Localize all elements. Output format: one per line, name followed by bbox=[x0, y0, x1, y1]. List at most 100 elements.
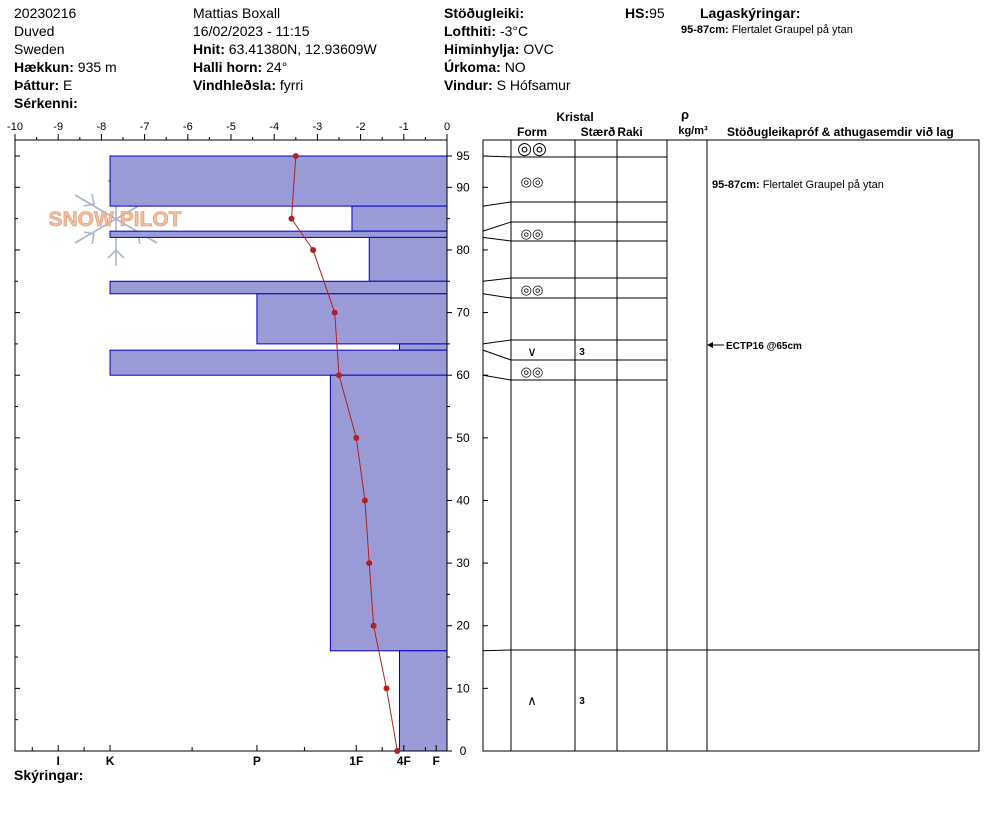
footer-notes: Skýringar: bbox=[14, 766, 83, 784]
temperature-point bbox=[310, 246, 317, 253]
air-temp-value: -3°C bbox=[499, 23, 529, 39]
rho-header: ρ bbox=[681, 107, 689, 122]
hardness-bar bbox=[398, 343, 448, 351]
layer-notes-title: Lagaskýringar: bbox=[700, 4, 800, 22]
grain-size-value: 3 bbox=[579, 696, 585, 707]
location: Duved bbox=[14, 23, 55, 39]
sky-value: OVC bbox=[523, 41, 554, 57]
temp-tick-label: -8 bbox=[97, 121, 107, 133]
observation-datetime: 16/02/2023 - 11:15 bbox=[193, 23, 310, 39]
grain-form-symbol: ∧ bbox=[527, 693, 537, 708]
elevation-value: 935 m bbox=[77, 59, 117, 75]
temperature-point bbox=[394, 748, 401, 754]
hardness-bar bbox=[109, 230, 448, 238]
features-label: Sérkenni: bbox=[14, 95, 78, 111]
temperature-point bbox=[370, 622, 377, 629]
height-tick-label: 30 bbox=[456, 556, 470, 570]
hardness-bar bbox=[398, 650, 448, 752]
layer-connector bbox=[482, 201, 512, 207]
grain-form-symbol: ◎◎ bbox=[517, 139, 547, 158]
height-tick-label: 95 bbox=[456, 149, 470, 163]
height-tick-label: 70 bbox=[456, 306, 470, 320]
elevation-label: Hækkun: bbox=[14, 59, 74, 75]
hs-block: HS:95 bbox=[625, 4, 665, 22]
hardness-bar bbox=[329, 374, 448, 652]
logo-text: SNOW PILOT bbox=[49, 208, 182, 231]
grain-size-value: 3 bbox=[579, 347, 585, 358]
precip-label: Úrkoma: bbox=[444, 59, 501, 75]
aspect-value: E bbox=[63, 77, 73, 93]
test-arrow-head bbox=[707, 342, 713, 348]
hardness-tick-label: 4F bbox=[397, 754, 411, 768]
hs-label: HS: bbox=[625, 5, 650, 21]
hardness-bar bbox=[109, 349, 448, 376]
header-col3: Stöðugleiki: Lofthiti: -3°C Himinhylja: … bbox=[444, 4, 571, 94]
temp-tick-label: -10 bbox=[7, 121, 23, 133]
hardness-bar bbox=[368, 236, 448, 282]
height-tick-label: 40 bbox=[456, 493, 470, 507]
layer-connector bbox=[482, 349, 512, 361]
density-unit-header: kg/m³ bbox=[678, 125, 708, 137]
table-frame bbox=[482, 139, 980, 752]
country: Sweden bbox=[14, 41, 65, 57]
layer-comment-range: 95-87cm: bbox=[712, 179, 763, 191]
grain-form-symbol: ◎◎ bbox=[521, 226, 544, 241]
layer-connector bbox=[482, 221, 512, 232]
height-tick-label: 60 bbox=[456, 368, 470, 382]
layer-connector bbox=[482, 339, 512, 345]
temperature-point bbox=[383, 685, 390, 692]
aspect-label: Þáttur: bbox=[14, 77, 60, 93]
hardness-bar bbox=[256, 293, 448, 345]
hardness-bar bbox=[351, 205, 448, 232]
moisture-header: Raki bbox=[617, 125, 642, 139]
coords-label: Hnit: bbox=[193, 41, 225, 57]
air-temp-label: Lofthiti: bbox=[444, 23, 497, 39]
temp-tick-label: 0 bbox=[444, 121, 450, 133]
coords-value: 63.41380N, 12.93609W bbox=[228, 41, 377, 57]
hardness-tick-label: I bbox=[57, 754, 60, 768]
hardness-bar bbox=[109, 155, 448, 207]
hardness-bar bbox=[109, 280, 448, 295]
temp-tick-label: -1 bbox=[399, 121, 409, 133]
profile-date: 20230216 bbox=[14, 5, 77, 21]
wind-label: Vindur: bbox=[444, 77, 493, 93]
temperature-point bbox=[336, 372, 342, 379]
layer-comment-text: Flertalet Graupel på ytan bbox=[763, 179, 884, 191]
temperature-point bbox=[361, 497, 368, 504]
height-tick-label: 20 bbox=[456, 619, 470, 633]
height-tick-label: 80 bbox=[456, 243, 470, 257]
temperature-point bbox=[288, 215, 295, 222]
temp-tick-label: -3 bbox=[313, 121, 323, 133]
sky-label: Himinhylja: bbox=[444, 41, 520, 57]
grain-form-symbol: ◎◎ bbox=[521, 174, 544, 189]
hardness-tick-label: F bbox=[433, 754, 440, 768]
grain-form-symbol: ∨ bbox=[527, 344, 537, 359]
slope-value: 24° bbox=[266, 59, 288, 75]
stability-label: Stöðugleiki: bbox=[444, 5, 525, 21]
hardness-tick-label: P bbox=[253, 754, 261, 768]
temperature-point bbox=[292, 153, 299, 159]
grain-form-symbol: ◎◎ bbox=[521, 282, 544, 297]
layer-note-range: 95-87cm: bbox=[681, 24, 729, 36]
layer-connector bbox=[482, 649, 512, 652]
temp-tick-label: -2 bbox=[356, 121, 366, 133]
observer-name: Mattias Boxall bbox=[193, 5, 281, 21]
layer-note-item: 95-87cm: Flertalet Graupel på ytan bbox=[681, 22, 853, 38]
height-tick-label: 50 bbox=[456, 431, 470, 445]
layer-connector bbox=[482, 293, 512, 299]
precip-value: NO bbox=[504, 59, 526, 75]
height-tick-label: 10 bbox=[456, 681, 470, 695]
hardness-tick-label: K bbox=[106, 754, 115, 768]
height-tick-label: 90 bbox=[456, 180, 470, 194]
wind-loading-value: fyrri bbox=[279, 77, 304, 93]
stability-test-label: ECTP16 @65cm bbox=[726, 341, 802, 352]
layer-comment: 95-87cm: Flertalet Graupel på ytan bbox=[712, 179, 884, 191]
header-col2: Mattias Boxall 16/02/2023 - 11:15 Hnit: … bbox=[193, 4, 377, 94]
layer-note-text: Flertalet Graupel på ytan bbox=[731, 24, 853, 36]
kristal-header: Kristal bbox=[556, 110, 593, 124]
size-header: Stærð bbox=[581, 125, 616, 139]
layer-connector bbox=[482, 374, 512, 381]
layer-notes-label: Lagaskýringar: bbox=[700, 5, 801, 21]
layer-connector bbox=[482, 277, 512, 282]
